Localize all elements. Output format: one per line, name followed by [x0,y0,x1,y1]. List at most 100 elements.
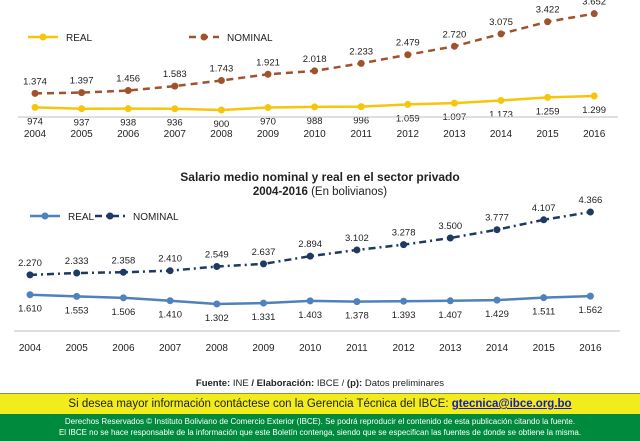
data-label-nominal-2016: 3.652 [582,0,606,8]
x-tick-label-2008: 2008 [206,343,229,354]
data-label-real-2016: 1.299 [582,105,606,116]
x-tick-label-2007: 2007 [164,129,187,140]
data-point-real-2012 [404,100,412,108]
data-label-nominal-2010: 2.894 [298,239,322,250]
data-label-real-2009: 970 [260,117,276,128]
data-point-real-2014 [493,296,501,304]
data-label-nominal-2010: 2.018 [303,54,327,65]
contact-email-link[interactable]: gtecnica@ibce.org.bo [451,398,572,410]
footer: Derechos Reservados © Instituto Bolivian… [0,414,640,441]
x-tick-label-2006: 2006 [117,129,140,140]
data-label-real-2015: 1.511 [532,307,555,318]
data-label-real-2007: 1.410 [158,310,182,321]
footer-disclaimer: El IBCE no se hace responsable de la inf… [58,428,582,437]
data-point-real-2010 [311,103,319,111]
data-point-real-2008 [213,300,221,308]
data-point-nominal-2010 [306,252,314,260]
data-label-nominal-2007: 2.410 [158,254,182,265]
data-point-nominal-2013 [446,234,454,242]
data-point-nominal-2006 [119,268,127,276]
legend-marker-real [39,33,47,41]
data-label-real-2004: 974 [27,116,43,127]
data-point-real-2007 [166,297,174,305]
data-point-nominal-2009 [264,70,272,78]
x-tick-label-2008: 2008 [210,129,233,140]
data-label-real-2011: 1.378 [345,311,369,322]
data-label-nominal-2015: 4.107 [532,203,556,214]
data-point-nominal-2014 [497,30,505,38]
data-point-nominal-2016 [586,208,594,216]
x-tick-label-2015: 2015 [536,129,559,140]
data-point-real-2012 [400,297,408,305]
data-point-real-2015 [544,93,552,101]
data-point-nominal-2012 [400,241,408,249]
legend-marker-nominal [106,212,114,220]
x-tick-label-2010: 2010 [303,129,326,140]
data-label-real-2012: 1.059 [396,113,420,124]
data-point-nominal-2015 [540,216,548,224]
legend-label-real: REAL [66,33,93,44]
data-label-nominal-2007: 1.583 [163,69,187,80]
data-point-nominal-2014 [493,226,501,234]
data-label-real-2006: 938 [120,118,136,129]
data-label-real-2015: 1.259 [536,106,560,117]
x-tick-label-2013: 2013 [439,343,462,354]
x-tick-label-2014: 2014 [490,129,513,140]
data-label-real-2008: 1.302 [205,313,229,324]
data-point-real-2016 [586,292,594,300]
elaboration-value: IBCE / [316,378,345,389]
contact-banner: Si desea mayor información contáctese co… [0,393,640,414]
chart-wages-top: REAL NOMINAL 974 937 938 936 900 970 988 996 1.059… [18,0,618,140]
data-label-real-2007: 936 [167,118,183,129]
footer-copyright: Derechos Reservados © Instituto Bolivian… [64,417,576,426]
data-point-real-2015 [540,294,548,302]
data-label-real-2010: 988 [307,116,323,127]
data-point-nominal-2012 [404,51,412,59]
data-label-nominal-2005: 2.333 [65,256,89,267]
data-point-nominal-2015 [544,18,552,26]
preliminary-value: Datos preliminares [364,378,445,389]
data-point-real-2011 [357,103,365,111]
source-label: Fuente: [195,378,231,389]
preliminary-label: (p): [346,378,363,389]
data-label-real-2016: 1.562 [579,305,603,316]
data-point-nominal-2008 [217,76,225,84]
chart-subtitle-years: 2004-2016 [252,186,308,198]
data-point-real-2006 [124,105,132,113]
data-label-real-2004: 1.610 [18,304,42,315]
data-point-real-2004 [26,291,34,299]
data-label-nominal-2009: 1.921 [256,57,280,68]
x-tick-label-2006: 2006 [112,343,135,354]
data-label-nominal-2008: 2.549 [205,250,229,261]
data-label-real-2005: 1.553 [65,305,89,316]
data-point-real-2014 [497,96,505,104]
data-point-nominal-2008 [213,263,221,271]
data-label-real-2011: 996 [353,116,369,127]
data-point-real-2004 [31,103,39,111]
data-label-nominal-2013: 3.500 [438,221,462,232]
legend-marker-real [41,212,49,220]
x-tick-label-2013: 2013 [443,129,466,140]
data-point-nominal-2007 [166,267,174,275]
x-tick-label-2004: 2004 [24,129,47,140]
legend-label-nominal: NOMINAL [227,33,273,44]
elaboration-label: / Elaboración: [251,378,315,389]
x-tick-label-2010: 2010 [299,343,322,354]
x-tick-label-2009: 2009 [252,343,275,354]
x-tick-label-2011: 2011 [350,129,372,140]
data-point-real-2005 [78,105,86,113]
chart-title: Salario medio nominal y real en el secto… [180,170,460,184]
data-point-real-2005 [73,292,81,300]
data-point-real-2013 [450,99,458,107]
data-point-real-2007 [171,105,179,113]
contact-text: Si desea mayor información contáctese co… [68,398,449,410]
x-tick-label-2015: 2015 [533,343,556,354]
data-point-real-2006 [119,294,127,302]
chart-wages-bottom: REAL NOMINAL 1.610 1.553 1.506 1.410 1.302 1.33… [14,195,620,354]
data-point-real-2010 [306,297,314,305]
data-label-nominal-2004: 1.374 [23,76,47,87]
legend-label-nominal: NOMINAL [133,212,179,223]
legend-marker-nominal [200,33,208,41]
x-tick-label-2004: 2004 [19,343,42,354]
x-tick-label-2012: 2012 [392,343,415,354]
